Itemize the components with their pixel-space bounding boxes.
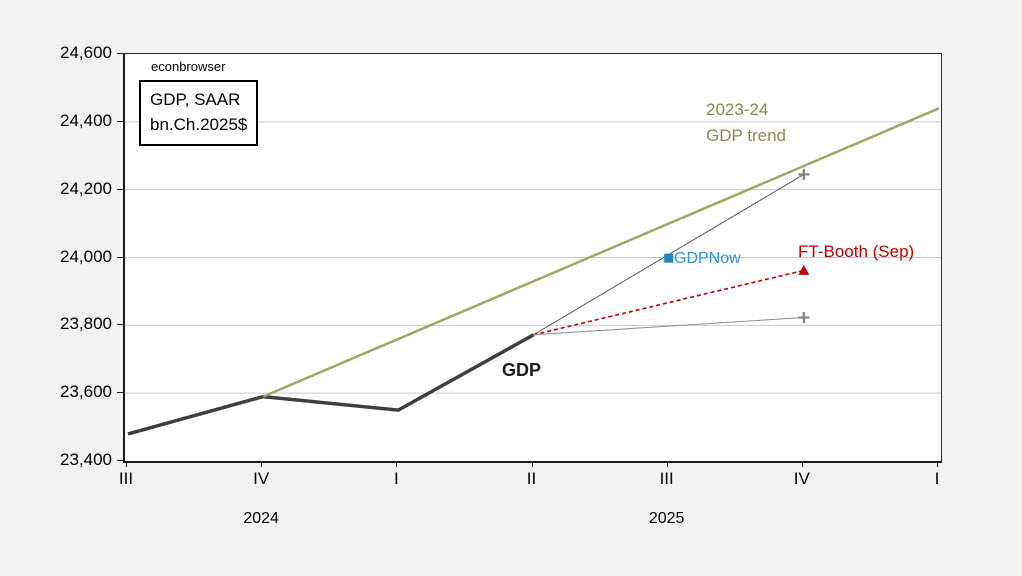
y-axis-tick-label: 24,600	[60, 43, 112, 62]
ftbooth-series-label: FT-Booth (Sep)	[798, 242, 915, 261]
y-axis-tick-label: 24,200	[60, 178, 112, 198]
x-axis-tick-label: IV	[793, 469, 810, 488]
y-axis-tick-mark	[117, 256, 123, 258]
y-axis-tick-label: 24,400	[60, 110, 112, 130]
gdpnow-series-label: GDPNow	[674, 250, 741, 267]
x-axis-tick-label: I	[393, 469, 399, 488]
x-axis-year-label: 2024	[243, 510, 279, 527]
econbrowser-watermark: econbrowser	[151, 59, 226, 74]
trend-series-label-line1: 2023-24	[706, 100, 769, 119]
y-axis-tick-label: 23,600	[60, 382, 112, 402]
chart-series-svg	[125, 107, 941, 436]
gdp-series-label: GDP	[502, 360, 542, 380]
x-axis-tick-mark	[666, 461, 668, 467]
x-axis-tick-mark	[531, 461, 533, 467]
x-axis-tick-label: IV	[253, 469, 270, 488]
x-axis-tick-label: III	[659, 469, 674, 488]
x-axis-tick-label: II	[526, 469, 537, 488]
y-axis-tick-mark	[117, 120, 123, 122]
metric-label-line2: bn.Ch.2025$	[150, 115, 248, 134]
x-axis-tick-mark	[126, 461, 127, 467]
y-axis-tick-mark	[117, 460, 123, 461]
metric-label-line1: GDP, SAAR	[150, 90, 241, 109]
trend-series-label-line2: GDP trend	[706, 126, 787, 145]
x-axis-tick-label: III	[118, 469, 134, 488]
y-axis-tick-mark	[117, 392, 123, 394]
y-axis-tick-mark	[117, 53, 123, 54]
plot-area: econbrowser GDP, SAAR bn.Ch.2025$ 2023-2…	[123, 53, 942, 463]
x-axis-tick-mark	[937, 461, 938, 467]
y-axis-tick-mark	[117, 188, 123, 190]
x-axis-tick-label: I	[934, 469, 940, 488]
metric-label-box: GDP, SAAR bn.Ch.2025$	[139, 80, 259, 146]
y-axis-tick-label: 24,000	[60, 246, 112, 266]
x-axis-tick-mark	[261, 461, 263, 467]
y-axis-tick-mark	[117, 324, 123, 326]
trend-series-label: 2023-24 GDP trend	[706, 97, 786, 149]
x-axis-tick-mark	[801, 461, 803, 467]
y-axis-tick-label: 23,800	[60, 314, 112, 334]
x-axis-tick-mark	[396, 461, 398, 467]
x-axis-year-label: 2025	[648, 510, 685, 527]
y-axis-tick-label: 23,400	[60, 450, 112, 469]
